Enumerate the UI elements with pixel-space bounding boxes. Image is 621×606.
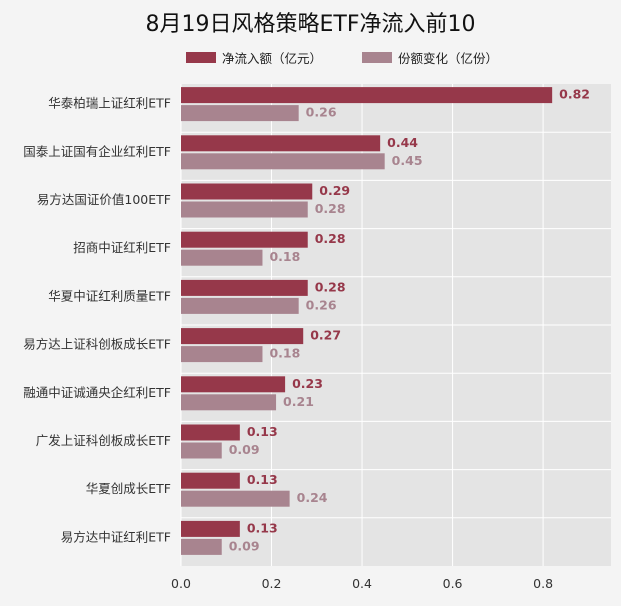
x-tick-label: 0.0 <box>171 576 191 591</box>
bar-inflow <box>181 183 313 200</box>
bar-shares <box>181 297 299 314</box>
x-tick-label: 0.6 <box>443 576 463 591</box>
category-label: 易方达国证价值100ETF <box>37 192 171 207</box>
legend-swatch-shares <box>362 52 393 63</box>
bar-shares <box>181 442 222 459</box>
category-label: 华夏创成长ETF <box>86 481 171 496</box>
data-label-shares: 0.45 <box>392 153 423 168</box>
chart-legend: 净流入额（亿元） 份额变化（亿份） <box>186 48 498 67</box>
category-label: 融通中证诚通央企红利ETF <box>23 385 171 400</box>
category-label: 易方达中证红利ETF <box>61 529 171 544</box>
bar-shares <box>181 153 385 170</box>
category-label: 易方达上证科创板成长ETF <box>23 337 171 352</box>
data-label-inflow: 0.13 <box>247 424 278 439</box>
legend-label-shares: 份额变化（亿份） <box>398 51 499 66</box>
data-label-inflow: 0.28 <box>315 231 346 246</box>
data-label-shares: 0.28 <box>315 201 346 216</box>
bar-inflow <box>181 376 286 393</box>
bar-inflow <box>181 328 304 345</box>
data-label-inflow: 0.44 <box>387 135 418 150</box>
bar-inflow <box>181 520 240 537</box>
bar-inflow <box>181 87 553 104</box>
bar-shares <box>181 538 222 555</box>
category-label: 国泰上证国有企业红利ETF <box>23 144 171 159</box>
x-tick-label: 0.2 <box>262 576 282 591</box>
data-label-inflow: 0.27 <box>310 328 341 343</box>
category-label: 广发上证科创板成长ETF <box>36 433 171 448</box>
data-label-shares: 0.24 <box>297 490 328 505</box>
bar-inflow <box>181 424 240 441</box>
bar-inflow <box>181 279 308 296</box>
data-label-shares: 0.09 <box>229 538 260 553</box>
bar-inflow <box>181 472 240 489</box>
data-label-inflow: 0.29 <box>319 183 350 198</box>
x-tick-label: 0.8 <box>533 576 553 591</box>
bar-inflow <box>181 231 308 248</box>
x-tick-label: 0.4 <box>352 576 372 591</box>
data-label-inflow: 0.13 <box>247 520 278 535</box>
legend-item-inflow: 净流入额（亿元） <box>186 48 322 67</box>
data-label-inflow: 0.28 <box>315 279 346 294</box>
data-label-inflow: 0.13 <box>247 472 278 487</box>
bar-inflow <box>181 135 381 152</box>
legend-swatch-inflow <box>186 52 216 63</box>
data-label-inflow: 0.82 <box>559 87 590 102</box>
bar-shares <box>181 249 263 266</box>
bar-shares <box>181 105 299 122</box>
bar-shares <box>181 394 277 411</box>
bar-shares <box>181 346 263 363</box>
category-label: 华泰柏瑞上证红利ETF <box>48 96 171 111</box>
category-label: 华夏中证红利质量ETF <box>48 288 171 303</box>
chart-title: 8月19日风格策略ETF净流入前10 <box>145 12 476 37</box>
legend-item-shares: 份额变化（亿份） <box>362 48 498 67</box>
data-label-shares: 0.18 <box>269 249 300 264</box>
data-label-shares: 0.26 <box>306 105 337 120</box>
data-label-shares: 0.26 <box>306 297 337 312</box>
data-label-shares: 0.21 <box>283 394 314 409</box>
bar-shares <box>181 490 290 507</box>
legend-label-inflow: 净流入额（亿元） <box>222 51 323 66</box>
bar-shares <box>181 201 308 218</box>
data-label-inflow: 0.23 <box>292 376 323 391</box>
category-label: 招商中证红利ETF <box>73 240 171 255</box>
data-label-shares: 0.18 <box>269 346 300 361</box>
data-label-shares: 0.09 <box>229 442 260 457</box>
